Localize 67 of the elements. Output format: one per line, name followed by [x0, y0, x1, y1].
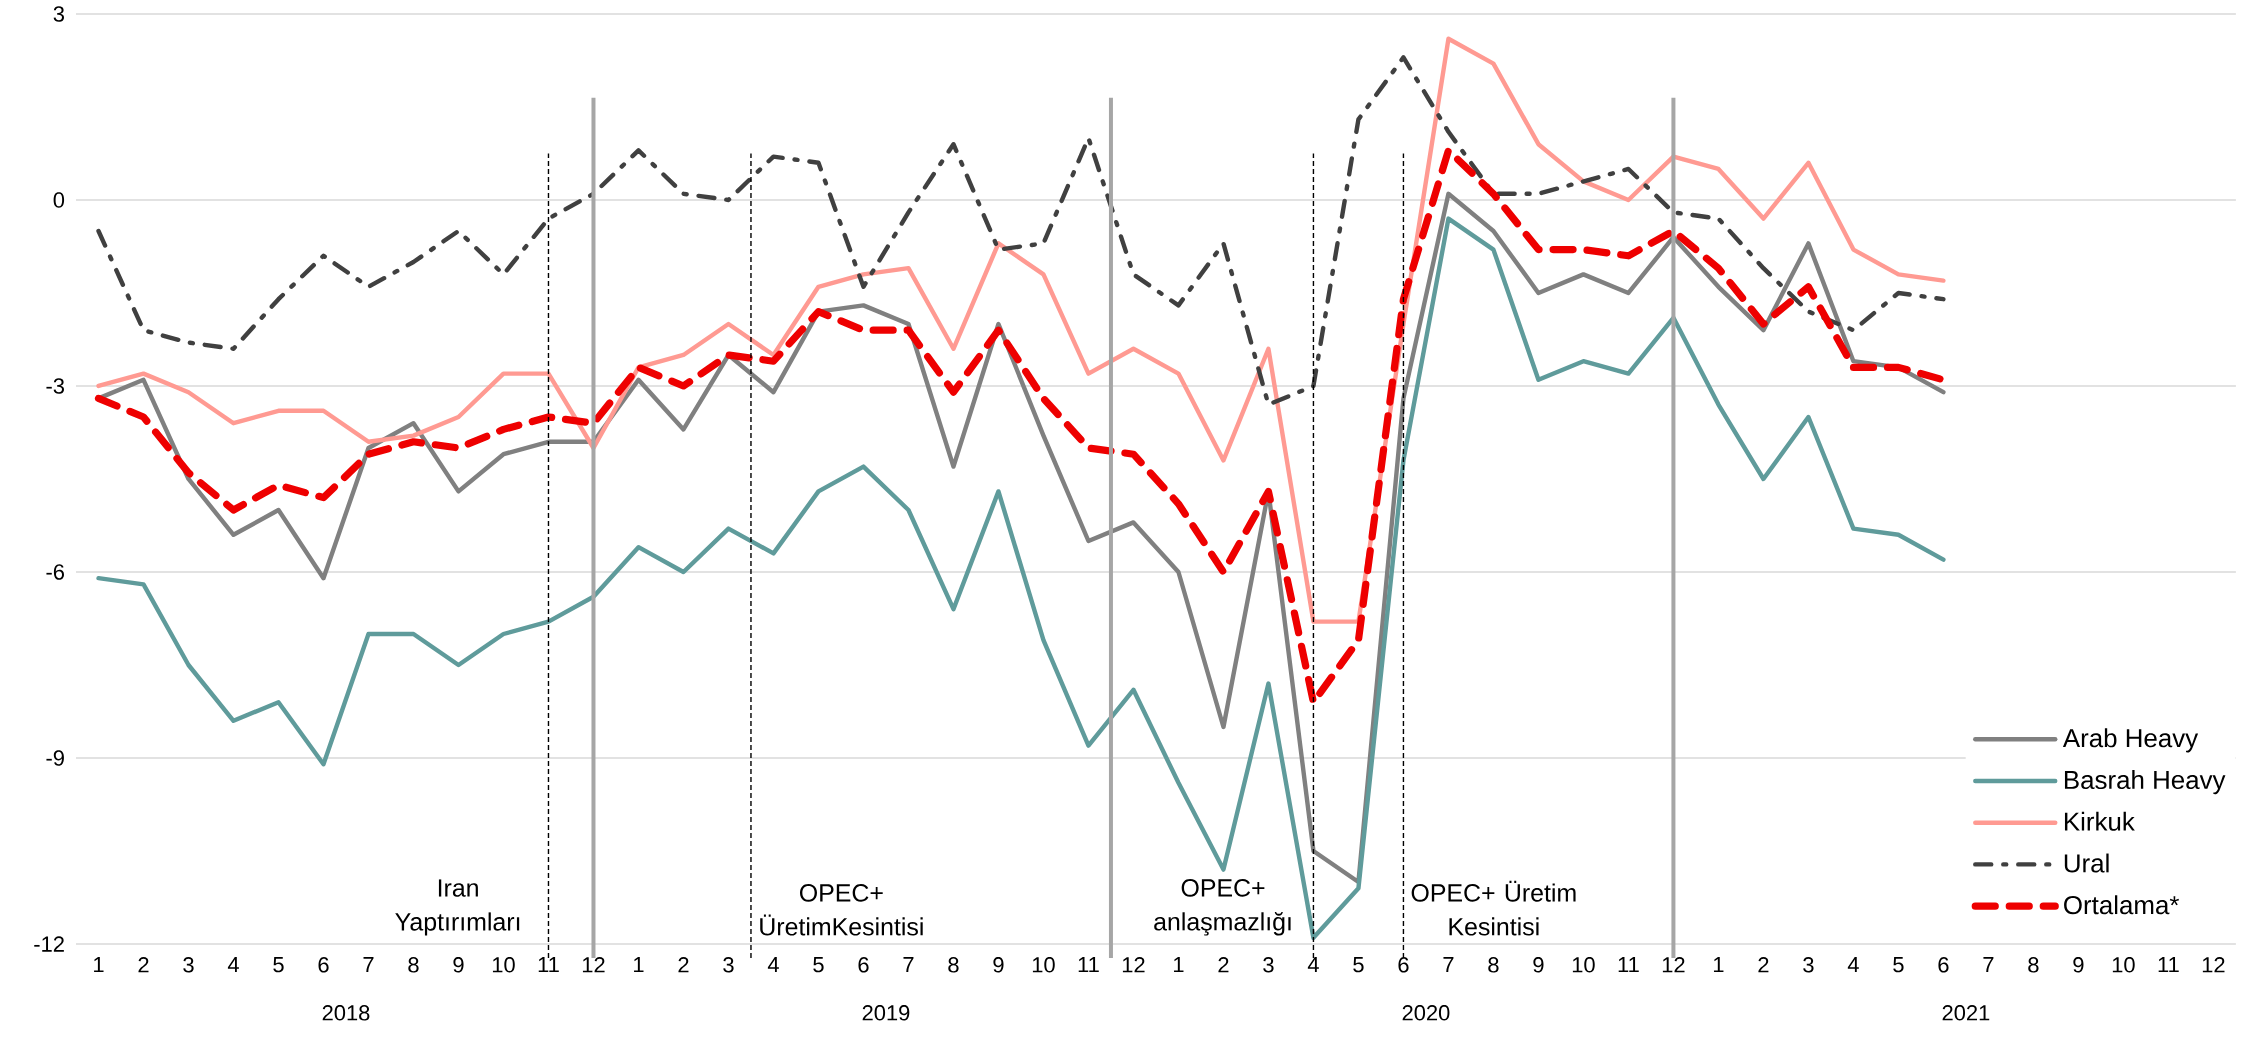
x-tick-label: 6: [318, 957, 329, 973]
x-tick-label: 11: [1078, 957, 1099, 973]
x-tick-label: 9: [453, 957, 464, 973]
x-tick-label: 12: [1122, 957, 1145, 973]
x-tick-label: 10: [2112, 957, 2135, 973]
x-tick-label: 4: [227, 957, 239, 973]
x-tick-label: 11: [538, 957, 559, 973]
x-tick-label: 12: [582, 957, 605, 973]
y-tick-label: -9: [46, 750, 64, 766]
x-tick-label: 8: [1488, 957, 1499, 973]
x-tick-label: 11: [2158, 957, 2179, 973]
x-tick-label: 10: [1572, 957, 1595, 973]
x-tick-label: 4: [1847, 957, 1859, 973]
legend-label: Ortalama*: [2064, 895, 2180, 915]
text: 2018: [322, 1005, 370, 1021]
x-tick-label: 2: [1218, 957, 1229, 973]
x-tick-label: 2: [138, 957, 149, 973]
x-tick-label: 12: [2202, 957, 2225, 973]
x-tick-label: 7: [1443, 957, 1454, 973]
x-tick-label: 4: [767, 957, 779, 973]
ref-line-label: OPEC+ Üretim Kesintisi: [1411, 880, 1576, 936]
y-tick-label: 3: [53, 6, 64, 22]
y-tick-label: -12: [34, 936, 64, 952]
x-tick-label: 8: [408, 957, 419, 973]
x-tick-label: 7: [1983, 957, 1994, 973]
x-tick-label: 10: [1032, 957, 1055, 973]
x-tick-label: 3: [723, 957, 734, 973]
x-tick-label: 3: [1263, 957, 1274, 973]
x-tick-label: 7: [903, 957, 914, 973]
y-tick-label: 0: [53, 192, 65, 208]
x-tick-label: 6: [858, 957, 869, 973]
x-tick-label: 1: [634, 957, 644, 973]
x-tick-label: 2: [678, 957, 689, 973]
x-tick-label: 8: [2028, 957, 2039, 973]
x-tick-label: 6: [1938, 957, 1949, 973]
ref-line-label: OPEC+ anlaşmazlığı: [1154, 879, 1291, 936]
x-tick-label: 2: [1758, 957, 1769, 973]
text: 2020: [1402, 1005, 1450, 1021]
ref-line-label: OPEC+ ÜretimKesintisi: [760, 884, 923, 936]
x-tick-label: 5: [1353, 957, 1364, 973]
legend-label: Arab Heavy: [2062, 728, 2199, 753]
x-tick-label: 1: [94, 957, 104, 973]
text: 2019: [862, 1005, 910, 1021]
x-tick-label: 5: [273, 957, 284, 973]
x-tick-label: 8: [948, 957, 959, 973]
legend-label: Kirkuk: [2064, 811, 2135, 831]
x-tick-label: 11: [1618, 957, 1639, 973]
x-tick-label: 5: [1893, 957, 1904, 973]
x-tick-label: 3: [183, 957, 194, 973]
x-tick-label: 7: [363, 957, 374, 973]
x-tick-label: 6: [1398, 957, 1409, 973]
x-tick-label: 5: [813, 957, 824, 973]
x-tick-label: 10: [492, 957, 515, 973]
y-tick-label: -3: [46, 378, 64, 394]
ref-line-label: Iran Yaptırımları: [395, 879, 520, 936]
text: 2021: [1942, 1005, 1990, 1021]
x-tick-label: 9: [2073, 957, 2084, 973]
x-tick-label: 4: [1307, 957, 1319, 973]
x-tick-label: 9: [1533, 957, 1544, 973]
legend-label: Basrah Heavy: [2064, 770, 2226, 795]
x-tick-label: 9: [993, 957, 1004, 973]
y-tick-label: -6: [46, 564, 64, 580]
legend-label: Ural: [2064, 853, 2109, 873]
x-tick-label: 1: [1174, 957, 1184, 973]
x-tick-label: 12: [1662, 957, 1685, 973]
x-tick-label: 3: [1803, 957, 1814, 973]
x-tick-label: 1: [1713, 957, 1724, 973]
